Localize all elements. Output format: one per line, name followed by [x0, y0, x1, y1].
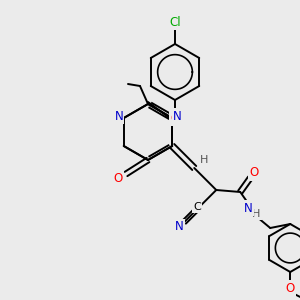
- Text: O: O: [250, 167, 259, 179]
- Text: H: H: [200, 155, 208, 165]
- Text: O: O: [286, 281, 295, 295]
- Text: C: C: [194, 202, 201, 212]
- Text: H: H: [252, 209, 260, 219]
- Text: N: N: [114, 110, 123, 122]
- Text: N: N: [175, 220, 184, 233]
- Text: O: O: [170, 112, 180, 124]
- Text: O: O: [113, 172, 123, 184]
- Text: Cl: Cl: [169, 16, 181, 28]
- Text: N: N: [244, 202, 253, 214]
- Text: N: N: [173, 110, 182, 122]
